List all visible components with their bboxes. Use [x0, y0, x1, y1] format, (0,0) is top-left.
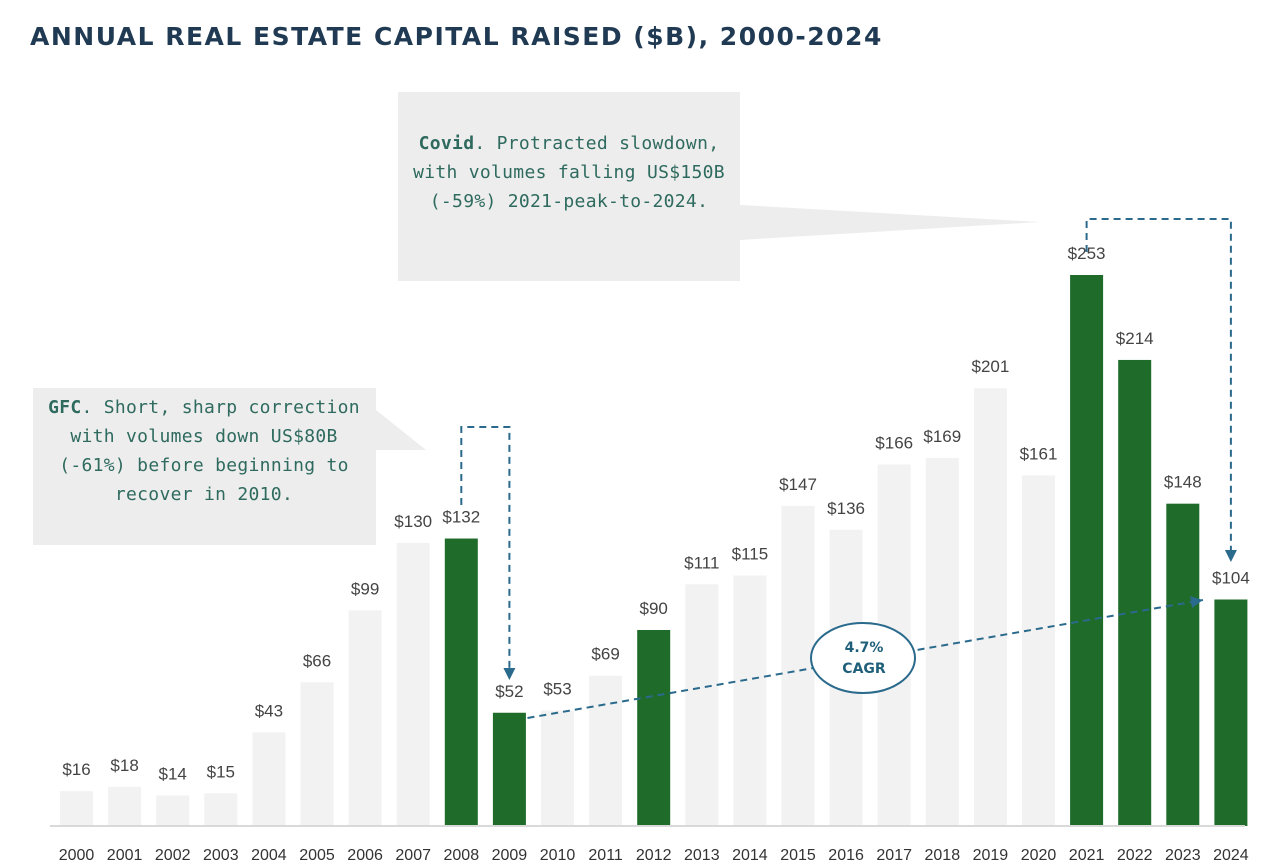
tick-label-2012: 2012	[636, 847, 672, 864]
bar-2001	[108, 786, 142, 826]
data-label-2008: $132	[442, 508, 480, 527]
data-label-2015: $147	[779, 475, 817, 494]
tick-label-2021: 2021	[1069, 847, 1105, 864]
bar-2023	[1166, 503, 1200, 826]
gfc-callout-bold: GFC	[48, 397, 82, 418]
bar-2014	[733, 575, 767, 826]
cagr-ellipse	[810, 622, 916, 694]
data-label-2014: $115	[732, 545, 769, 564]
bar-2008	[444, 538, 478, 826]
tick-label-2016: 2016	[828, 847, 864, 864]
data-label-2018: $169	[923, 427, 961, 446]
tick-label-2015: 2015	[780, 847, 816, 864]
data-label-2023: $148	[1164, 473, 1202, 492]
data-label-2006: $99	[351, 579, 379, 598]
tick-label-2008: 2008	[444, 847, 480, 864]
tick-label-2002: 2002	[155, 847, 191, 864]
tick-label-2024: 2024	[1213, 847, 1249, 864]
bar-2010	[541, 710, 574, 826]
bar-2019	[973, 388, 1007, 826]
data-label-2011: $69	[591, 645, 619, 664]
tick-label-2014: 2014	[732, 847, 768, 864]
bar-2020	[1022, 475, 1055, 826]
tick-label-2011: 2011	[588, 847, 623, 864]
tick-label-2010: 2010	[540, 847, 576, 864]
covid-callout-text: Covid. Protracted slowdown, with volumes…	[398, 129, 740, 216]
tick-label-2007: 2007	[395, 847, 431, 864]
bar-2013	[685, 584, 719, 826]
bar-2021	[1070, 275, 1104, 826]
tick-label-2022: 2022	[1117, 847, 1153, 864]
bar-2006	[348, 610, 382, 826]
cagr-value: 4.7%	[844, 640, 884, 656]
data-label-2003: $15	[207, 762, 235, 781]
tick-label-2018: 2018	[925, 847, 961, 864]
data-label-2000: $16	[62, 760, 90, 779]
data-label-2024: $104	[1212, 569, 1250, 588]
bar-2004	[252, 732, 286, 826]
data-label-2013: $111	[684, 553, 719, 572]
gfc-callout-text: GFC. Short, sharp correction with volume…	[34, 393, 374, 509]
tick-label-2020: 2020	[1021, 847, 1057, 864]
bars-group	[60, 275, 1248, 826]
data-label-2010: $53	[543, 680, 571, 699]
chart-title: ANNUAL REAL ESTATE CAPITAL RAISED ($B), …	[30, 22, 883, 51]
bar-2018	[925, 457, 959, 826]
tick-label-2003: 2003	[203, 847, 239, 864]
data-label-2005: $66	[303, 651, 331, 670]
gfc-bracket-line	[460, 426, 511, 668]
data-label-2020: $161	[1020, 444, 1058, 463]
bar-2024	[1214, 599, 1248, 826]
covid-callout-box	[398, 92, 1040, 281]
gfc-callout-box	[33, 388, 426, 545]
tick-label-2006: 2006	[347, 847, 383, 864]
data-label-2004: $43	[255, 701, 283, 720]
tick-label-2009: 2009	[492, 847, 528, 864]
bar-2012	[637, 629, 671, 826]
covid-callout-body: . Protracted slowdown, with volumes fall…	[413, 133, 725, 212]
data-label-2021: $253	[1068, 244, 1106, 263]
tick-label-2013: 2013	[684, 847, 720, 864]
covid-arrowhead	[1224, 550, 1237, 562]
tick-label-2019: 2019	[973, 847, 1009, 864]
gfc-callout-body: . Short, sharp correction with volumes d…	[59, 397, 360, 505]
data-label-2019: $201	[971, 357, 1009, 376]
cagr-arrowhead	[1190, 596, 1203, 608]
tick-label-2001: 2001	[107, 847, 143, 864]
cagr-caption: CAGR	[842, 661, 886, 677]
data-label-2007: $130	[394, 512, 432, 531]
cagr-label: 4.7% CAGR	[810, 638, 918, 680]
bar-2002	[156, 795, 190, 826]
covid-callout-bold: Covid	[418, 133, 475, 154]
data-label-2002: $14	[159, 765, 187, 784]
bar-2015	[781, 505, 815, 826]
bar-2009	[492, 712, 526, 826]
data-label-2017: $166	[875, 433, 913, 452]
tick-label-2000: 2000	[59, 847, 95, 864]
data-label-2012: $90	[640, 599, 668, 618]
bar-2007	[396, 542, 430, 826]
data-label-2001: $18	[110, 756, 138, 775]
bar-2000	[60, 791, 93, 826]
bar-labels-group: $16 $18 $14 $15 $43 $66 $99 $130 $132 $52 $53 $69 $9…	[62, 244, 1250, 784]
tick-label-2023: 2023	[1165, 847, 1201, 864]
covid-bracket-line	[1085, 218, 1232, 550]
tick-label-2005: 2005	[299, 847, 335, 864]
bar-2011	[589, 675, 623, 826]
tick-label-2017: 2017	[876, 847, 912, 864]
data-label-2022: $214	[1116, 329, 1154, 348]
gfc-arrowhead	[503, 668, 516, 680]
x-tick-labels-group: 2000 2001 2002 2003 2004 2005 2006 2007 2008 2009…	[59, 847, 1249, 864]
bar-2003	[204, 793, 238, 826]
data-label-2009: $52	[495, 682, 523, 701]
annotation-arrows	[460, 218, 1237, 719]
bar-2022	[1118, 359, 1152, 826]
bar-2005	[300, 682, 334, 826]
tick-label-2004: 2004	[251, 847, 287, 864]
data-label-2016: $136	[827, 499, 865, 518]
